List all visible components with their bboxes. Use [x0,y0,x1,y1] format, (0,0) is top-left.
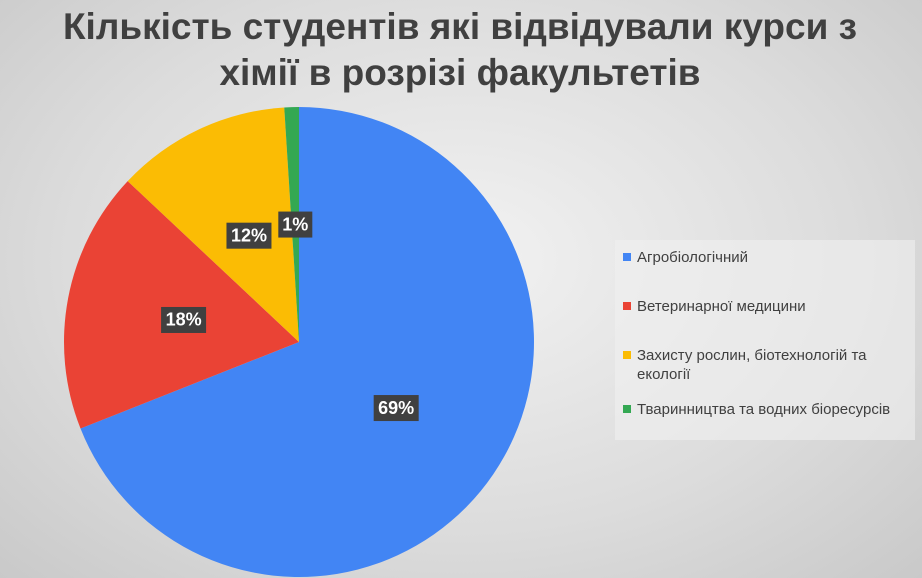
pie-slice [80,107,534,577]
data-label-box [226,222,272,249]
legend-label: Тваринництва та водних біоресурсів [637,401,891,418]
legend-swatch [623,351,631,359]
data-label: 12% [231,225,267,245]
legend-item: Ветеринарної медицини [623,297,922,316]
pie-slice [127,107,299,343]
pie-slice [64,181,299,429]
legend: Агробіологічний Ветеринарної медицини Захи… [615,240,915,440]
legend-label: Агробіологічний [637,249,749,266]
data-label: 69% [378,398,414,418]
legend-swatch [623,405,631,413]
legend-item: Захисту рослин, біотехнологій та екологі… [623,346,922,384]
data-label-box [161,306,207,333]
data-label: 1% [282,214,308,234]
legend-swatch [623,302,631,310]
legend-swatch [623,253,631,261]
data-label-box [373,395,419,422]
legend-label: Ветеринарної медицини [637,298,806,315]
chart-title: Кількість студентів які відвідували курс… [62,6,858,93]
legend-item: Тваринництва та водних біоресурсів [623,400,922,419]
legend-item: Агробіологічний [623,248,922,267]
data-label-box [278,211,313,238]
data-label: 18% [166,310,202,330]
legend-label: Захисту рослин, біотехнологій та екологі… [637,347,867,383]
